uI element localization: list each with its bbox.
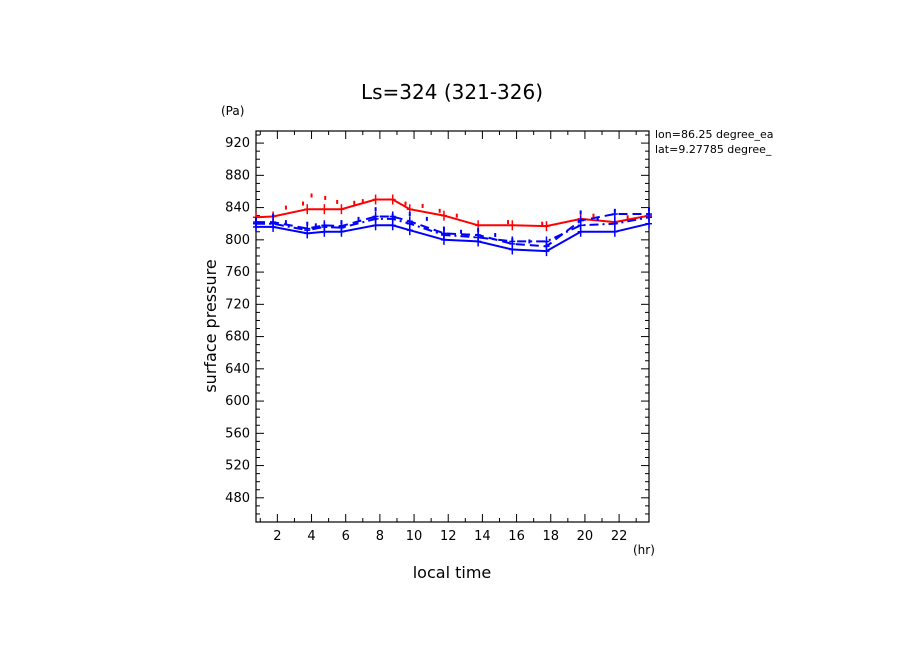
plot-frame <box>255 130 650 523</box>
y-tick-label: 920 <box>225 136 250 151</box>
series-line-3 <box>256 216 650 243</box>
longitude-annotation: lon=86.25 degree_ea <box>655 128 774 141</box>
y-tick-label: 480 <box>225 491 250 506</box>
y-tick-label: 600 <box>225 394 250 409</box>
x-axis-unit: (hr) <box>633 543 655 557</box>
y-tick-label: 640 <box>225 362 250 377</box>
x-tick-label: 18 <box>542 529 559 544</box>
y-tick-label: 880 <box>225 168 250 183</box>
x-tick-label: 14 <box>474 529 491 544</box>
y-tick-label: 840 <box>225 201 250 216</box>
x-tick-label: 4 <box>307 529 315 544</box>
plot-area: 2 4 6 8 10 12 14 16 18 20 22 480 520 560 600 640 680 720 7… <box>225 130 652 544</box>
y-tick-label: 760 <box>225 265 250 280</box>
x-tick-label: 8 <box>376 529 384 544</box>
y-tick-label: 680 <box>225 330 250 345</box>
y-axis-title: surface pressure <box>201 259 220 392</box>
x-tick-label: 10 <box>406 529 423 544</box>
y-tick-label: 800 <box>225 233 250 248</box>
x-axis-title: local time <box>413 563 492 582</box>
y-tick-label: 520 <box>225 459 250 474</box>
x-tick-label: 12 <box>440 529 457 544</box>
x-tick-label: 16 <box>508 529 525 544</box>
x-tick-label: 20 <box>577 529 594 544</box>
chart-title: Ls=324 (321-326) <box>361 80 543 104</box>
x-tick-label: 22 <box>611 529 628 544</box>
series-line-1 <box>255 198 650 228</box>
y-axis-unit: (Pa) <box>221 104 244 118</box>
latitude-annotation: lat=9.27785 degree_ <box>655 143 772 156</box>
x-tick-label: 2 <box>273 529 281 544</box>
x-tick-label: 6 <box>342 529 350 544</box>
y-tick-label: 560 <box>225 426 250 441</box>
y-tick-label: 720 <box>225 297 250 312</box>
